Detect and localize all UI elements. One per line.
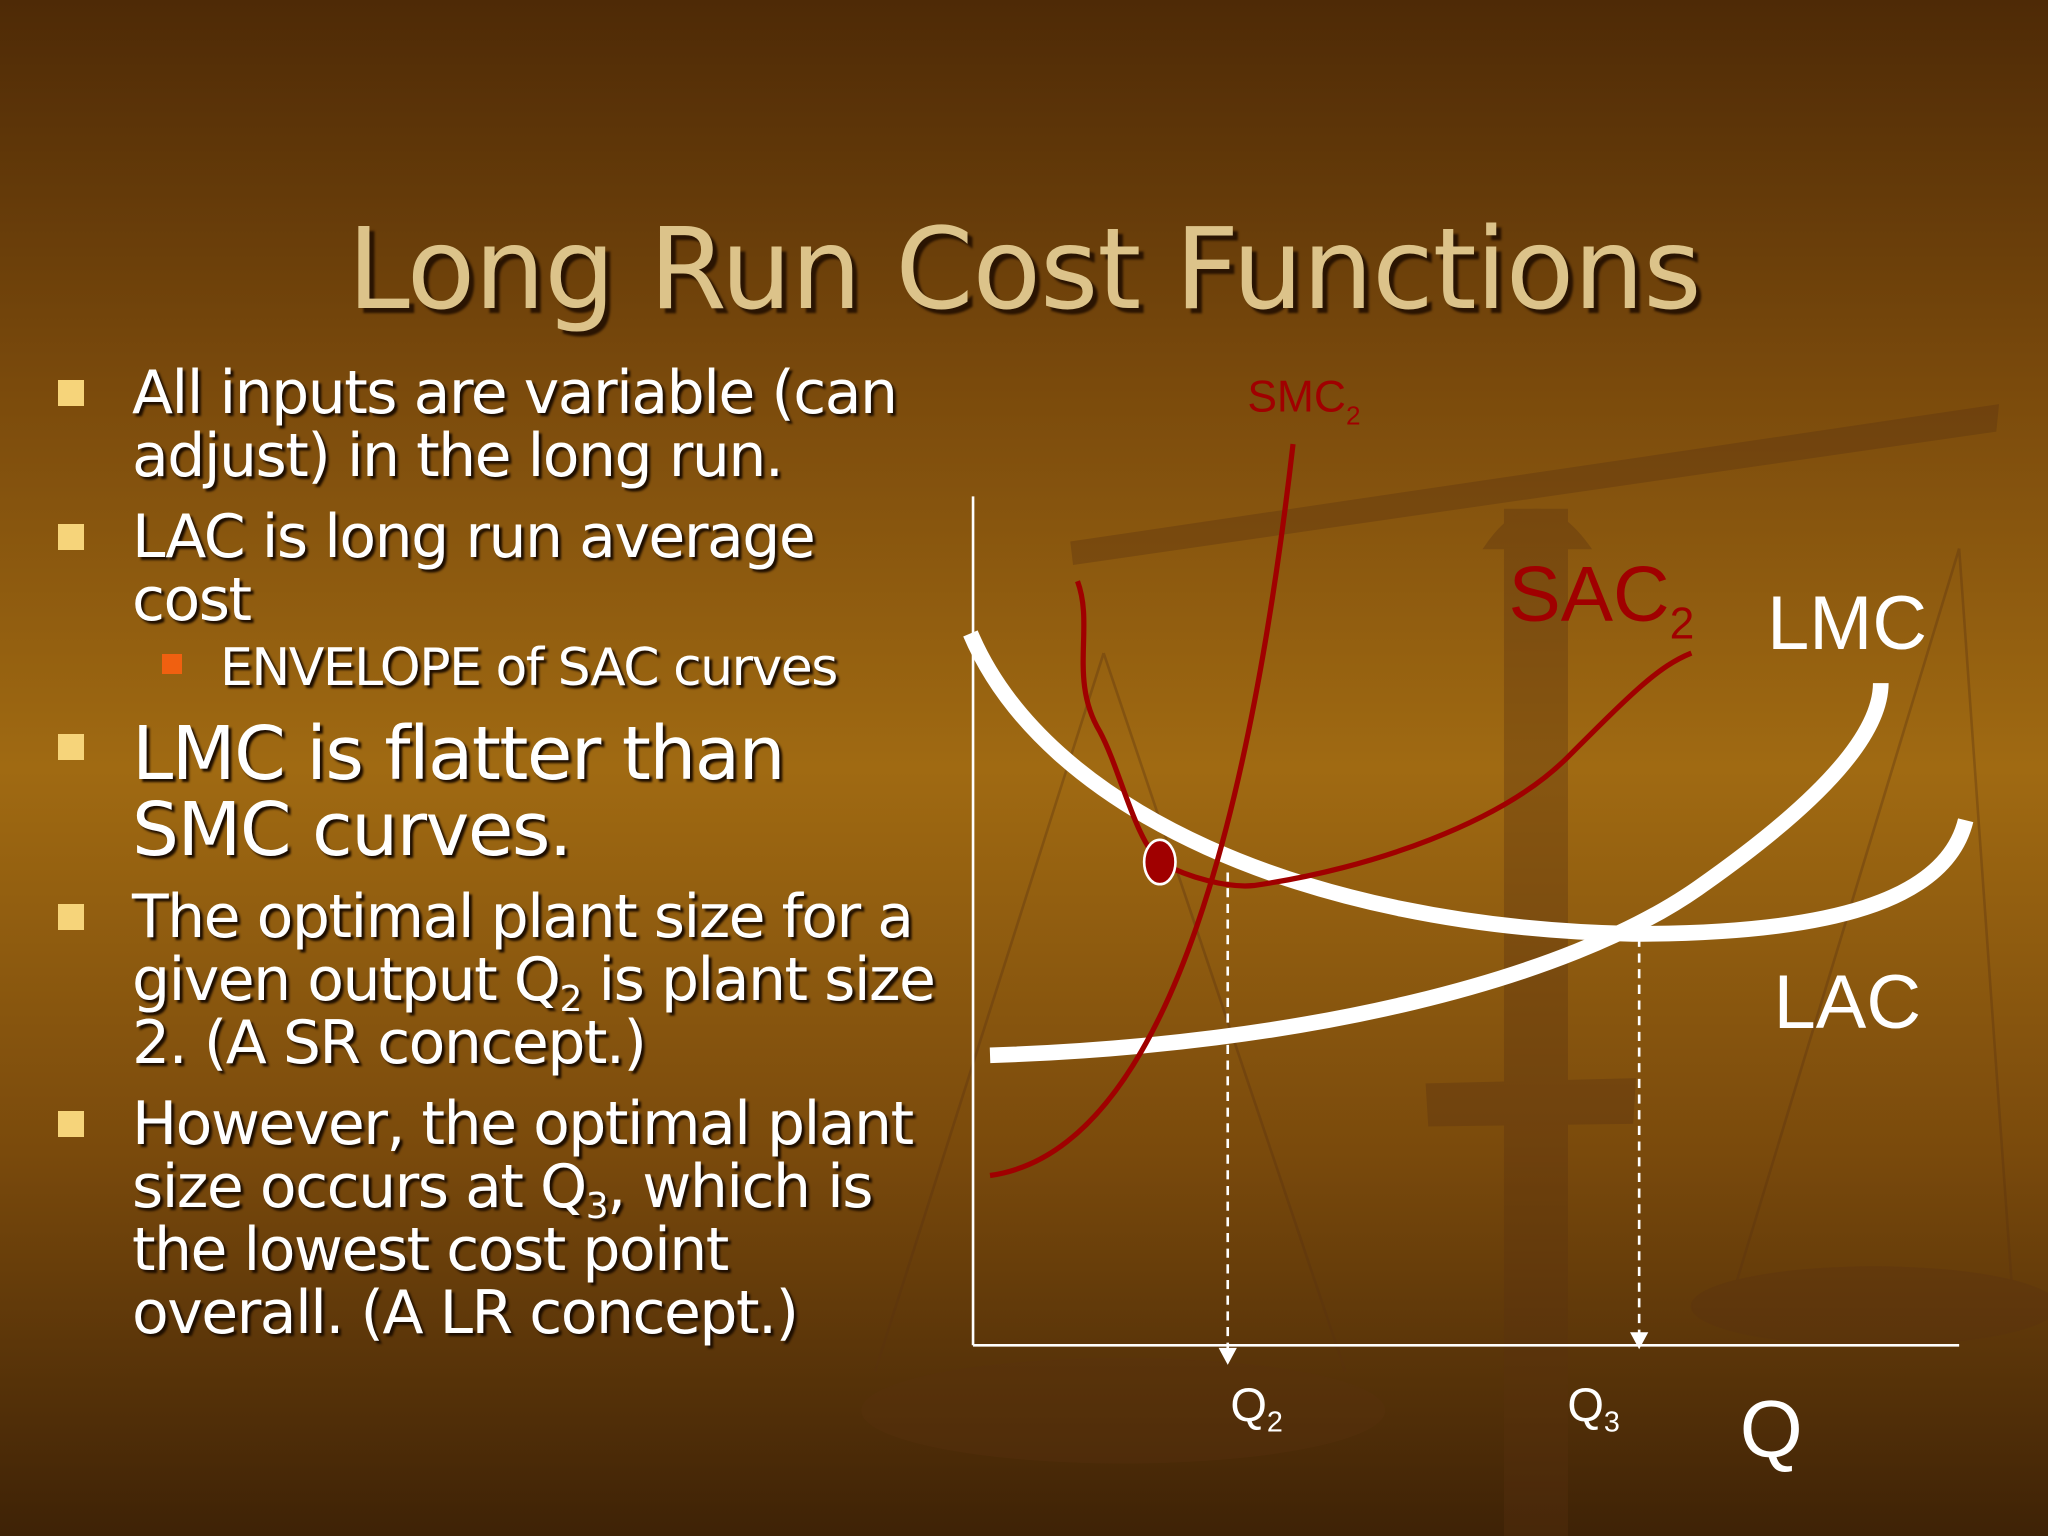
q2-arrow bbox=[1218, 1347, 1237, 1365]
q-label: Q bbox=[1740, 1384, 1803, 1474]
sub-bullet-list: ENVELOPE of SAC curves bbox=[132, 638, 936, 698]
smc-label: SMC2 bbox=[1247, 372, 1360, 430]
q2-sub: 2 bbox=[1267, 1406, 1283, 1438]
smc-sub: 2 bbox=[1346, 400, 1361, 430]
bullet-text: LMC is flatter than SMC curves. bbox=[132, 711, 786, 873]
bullet-text: However, the optimal plant size occurs a… bbox=[132, 1089, 914, 1222]
lac-label: LAC bbox=[1774, 960, 1921, 1045]
q3-arrow bbox=[1630, 1332, 1649, 1350]
q2-label: Q2 bbox=[1230, 1378, 1283, 1438]
q2-text: Q bbox=[1230, 1378, 1267, 1431]
bullet: However, the optimal plant size occurs a… bbox=[56, 1093, 936, 1345]
bullet-text: All inputs are variable (can adjust) in … bbox=[132, 358, 898, 491]
sac-sub: 2 bbox=[1670, 600, 1695, 649]
bullet-text-after: is plant size 2. (A SR concept.) bbox=[132, 945, 936, 1078]
bullet-text: The optimal plant size for a given outpu… bbox=[132, 882, 914, 1015]
bullet-subscript: 3 bbox=[585, 1185, 609, 1227]
smc-curve bbox=[989, 443, 1296, 1179]
slide-title: Long Run Cost Functions bbox=[347, 205, 1701, 335]
scale-silhouette bbox=[861, 404, 2048, 1536]
bullet-list: All inputs are variable (can adjust) in … bbox=[56, 362, 936, 1363]
lmc-label: LMC bbox=[1767, 581, 1927, 666]
bullet-text: LAC is long run average cost bbox=[132, 502, 816, 635]
sub-bullet: ENVELOPE of SAC curves bbox=[132, 638, 936, 698]
tangency-point bbox=[1142, 838, 1177, 886]
q3-text: Q bbox=[1567, 1378, 1604, 1431]
lmc-curve bbox=[989, 682, 1889, 1064]
bullet: All inputs are variable (can adjust) in … bbox=[56, 362, 936, 488]
smc-text: SMC bbox=[1247, 372, 1346, 421]
cost-diagram: SMC2 SAC2 LMC LAC Q2 Q3 Q bbox=[963, 372, 1974, 1474]
lac-curve bbox=[963, 630, 1974, 942]
bullet: LMC is flatter than SMC curves. bbox=[56, 716, 936, 868]
q3-sub: 3 bbox=[1604, 1406, 1620, 1438]
bullet: The optimal plant size for a given outpu… bbox=[56, 886, 936, 1075]
sac-curve bbox=[1075, 580, 1693, 889]
q3-label: Q3 bbox=[1567, 1378, 1620, 1438]
sac-text: SAC bbox=[1509, 549, 1670, 637]
bullet: LAC is long run average cost ENVELOPE of … bbox=[56, 506, 936, 698]
bullet-text-after: , which is the lowest cost point overall… bbox=[132, 1152, 874, 1348]
sac-label: SAC2 bbox=[1509, 549, 1695, 648]
bullet-subscript: 2 bbox=[559, 978, 582, 1020]
